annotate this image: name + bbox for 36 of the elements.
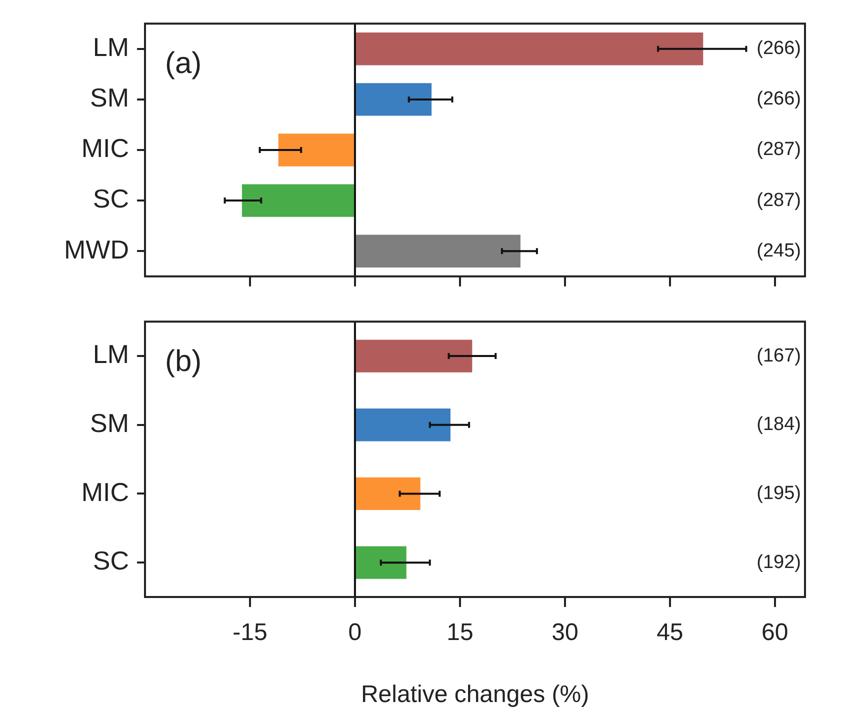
x-tick-label: 60 [762,619,788,646]
x-tick-label: 30 [552,619,578,646]
x-tick-label: 45 [656,619,684,646]
y-tick-label: LM [92,32,129,62]
y-tick-label: SM [90,82,129,113]
y-tick-label: MIC [81,133,129,164]
bar [356,477,420,510]
bar [356,83,432,116]
annotation: (192) [756,552,801,573]
annotation: (287) [756,190,801,211]
annotation: (195) [756,482,801,504]
annotation: (287) [756,139,801,160]
x-tick-label: 15 [446,619,474,646]
x-axis-title: Relative changes (%) [360,681,590,708]
bar [356,408,450,442]
bar [356,546,406,579]
y-tick-label: MWD [64,234,129,264]
annotation: (167) [756,345,801,366]
annotation: (184) [756,414,801,436]
text: (b) [165,344,202,378]
bar [356,32,704,66]
annotation: (245) [756,240,801,262]
y-tick-label: SC [92,184,129,214]
bar [356,340,472,372]
y-tick-label: LM [92,339,129,370]
text: (a) [165,46,202,80]
bar [356,234,520,268]
y-tick-label: SM [90,408,129,438]
y-tick-label: SC [92,546,129,576]
y-tick-label: MIC [81,476,129,507]
x-tick-label: -15 [232,619,268,646]
annotation: (266) [756,38,801,60]
bar [242,184,354,217]
x-tick-label: 0 [348,619,362,646]
annotation: (266) [756,88,801,110]
bar [278,134,354,166]
